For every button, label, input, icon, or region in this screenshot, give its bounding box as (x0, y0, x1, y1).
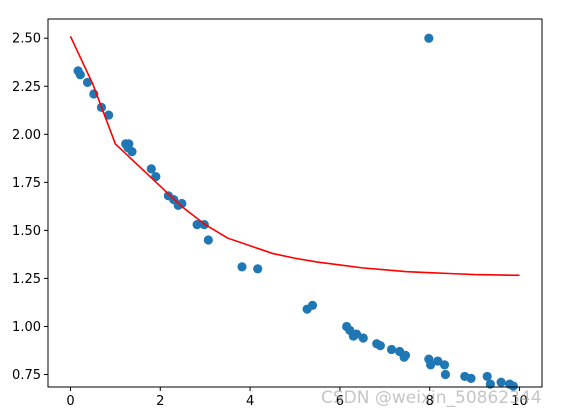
y-tick-label: 2.25 (12, 80, 41, 95)
scatter-point (307, 300, 318, 310)
scatter-point (237, 262, 247, 272)
x-tick-label: 6 (336, 394, 344, 409)
scatter-point (358, 333, 368, 343)
x-tick-label: 4 (246, 394, 254, 409)
y-tick-label: 1.25 (12, 272, 41, 287)
y-tick-label: 0.75 (12, 368, 41, 383)
axis-layer: 0 2 4 6 8 10 0.75 1.00 1.25 1.50 1.75 2.00 2.25 2.50 (12, 32, 528, 409)
x-tick-label: 2 (156, 394, 164, 409)
series-layer (69, 33, 520, 391)
scatter-point (433, 356, 443, 366)
scatter-point (177, 198, 187, 209)
y-tick-label: 2.50 (12, 32, 41, 47)
scatter-point (508, 381, 518, 391)
plot-frame (47, 18, 543, 388)
x-tick-label: 8 (426, 394, 434, 409)
y-tick-label: 1.00 (12, 320, 41, 335)
scatter-point (192, 220, 202, 230)
scatter-point (82, 77, 93, 88)
scatter-point (482, 371, 492, 382)
scatter-point (426, 360, 436, 370)
scatter-point (424, 33, 434, 43)
y-tick-label: 2.00 (12, 128, 41, 143)
scatter-point (400, 350, 411, 360)
watermark-text: CSDN @weixin_50862344 (321, 388, 542, 408)
scatter-point (466, 373, 476, 383)
x-tick-label: 0 (66, 394, 74, 409)
scatter-point (440, 369, 451, 380)
scatter-point (375, 341, 385, 351)
y-tick-label: 1.50 (12, 224, 41, 239)
scatter-point (203, 235, 213, 245)
scatter-point (75, 70, 85, 80)
scatter-point (439, 360, 450, 370)
fit-curve-line (69, 35, 520, 277)
scatter-point (253, 264, 263, 274)
x-tick-label: 10 (511, 394, 528, 409)
scatter-point (146, 164, 156, 174)
scatter-point (496, 377, 506, 387)
scatter-point (104, 110, 114, 120)
scatter-point (485, 379, 495, 389)
scatter-point (127, 147, 137, 157)
scatter-point (386, 344, 397, 355)
scatter-point (351, 329, 362, 339)
y-tick-label: 1.75 (12, 176, 41, 191)
